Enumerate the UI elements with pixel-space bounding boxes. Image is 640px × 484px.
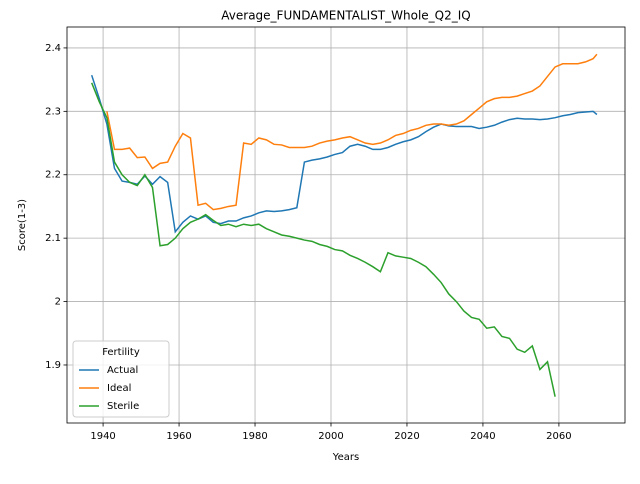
plot-frame [66, 26, 626, 424]
x-tick-label: 1940 [90, 431, 115, 442]
y-axis-label: Score(1-3) [17, 199, 28, 251]
x-tick-label: 1980 [242, 431, 267, 442]
legend-title: Fertility [102, 347, 140, 358]
series-line [90, 82, 556, 397]
x-tick-label: 2060 [546, 431, 571, 442]
y-tick-label: 1.9 [45, 360, 61, 371]
y-tick-label: 2.3 [45, 106, 61, 117]
y-tick-label: 2.4 [45, 43, 61, 54]
x-tick-label: 2000 [318, 431, 343, 442]
x-tick-label: 2040 [470, 431, 495, 442]
y-tick-label: 2.1 [45, 233, 61, 244]
legend-label: Ideal [107, 383, 131, 394]
series-line [106, 53, 598, 211]
y-tick-label: 2.2 [45, 170, 61, 181]
x-tick-label: 2020 [394, 431, 419, 442]
x-tick-label: 1960 [166, 431, 191, 442]
legend-label: Sterile [107, 401, 139, 412]
legend-box [72, 340, 170, 418]
series-line [90, 74, 598, 234]
x-axis-label: Years [332, 452, 359, 463]
y-tick-label: 2 [55, 297, 61, 308]
chart-title: Average_FUNDAMENTALIST_Whole_Q2_IQ [221, 9, 470, 23]
legend-label: Actual [107, 365, 138, 376]
